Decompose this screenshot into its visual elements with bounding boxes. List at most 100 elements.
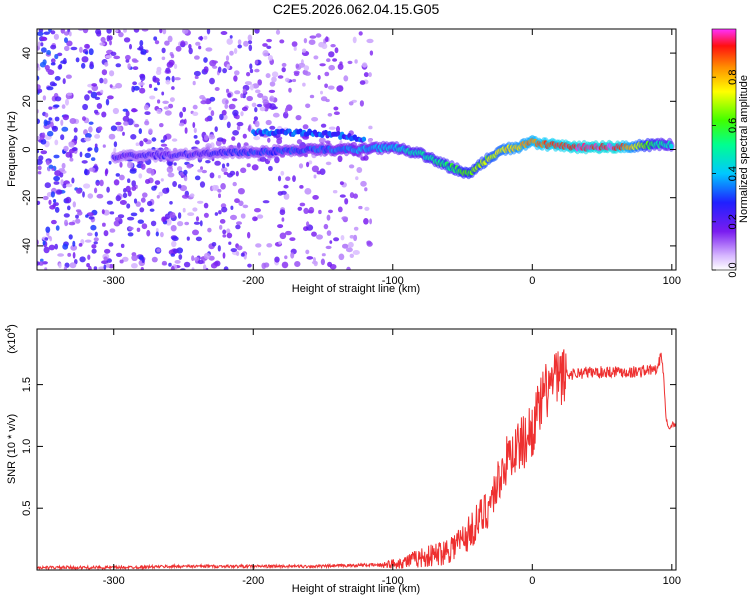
noise-speck [131,180,136,187]
noise-speck [267,55,273,61]
noise-speck [122,115,130,122]
noise-speck [62,78,66,85]
noise-speck [366,38,374,44]
noise-speck [235,224,241,230]
noise-speck [269,125,276,130]
noise-speck [195,41,201,46]
snr-xtick-label: -200 [242,575,264,587]
colorbar-tick-label: 0.8 [727,70,739,85]
noise-speck [342,243,349,249]
noise-speck [129,169,137,174]
noise-speck [246,163,251,168]
noise-speck [203,35,208,40]
noise-speck [75,209,82,213]
noise-speck [254,89,261,94]
noise-speck [328,64,336,71]
noise-speck [53,104,60,108]
noise-speck [336,85,344,92]
noise-speck [106,29,112,34]
noise-speck [54,206,60,213]
noise-speck [320,90,323,95]
noise-speck [160,143,168,147]
noise-speck [227,92,232,98]
noise-speck [46,160,50,166]
noise-speck [104,62,109,67]
noise-speck [192,80,196,86]
noise-speck [37,149,40,154]
noise-speck [221,167,228,173]
noise-speck [94,134,101,139]
noise-speck [101,69,108,76]
noise-speck [182,106,187,113]
noise-speck [313,174,317,179]
noise-speck [308,160,313,165]
noise-speck [84,239,92,243]
noise-speck [229,50,234,56]
noise-speck [292,175,296,183]
noise-speck [137,219,144,224]
noise-speck [315,33,322,38]
noise-speck [251,164,259,171]
colorbar-tick-label: 0.6 [727,118,739,133]
noise-speck [246,95,253,102]
noise-speck [62,243,69,250]
noise-speck [200,166,203,171]
noise-speck [259,106,266,112]
noise-speck [108,242,114,247]
noise-speck [147,200,153,207]
noise-speck [363,155,369,161]
noise-speck [142,192,148,198]
noise-speck [68,31,72,37]
noise-speck [345,247,353,253]
noise-speck [171,236,179,242]
noise-speck [236,125,241,131]
noise-speck [308,39,316,45]
noise-speck [223,266,229,270]
noise-speck [240,252,245,257]
noise-speck [94,231,98,237]
noise-speck [87,90,93,94]
noise-speck [165,67,171,74]
noise-speck [258,252,261,256]
noise-speck [154,40,160,45]
spectrogram-xtick-label: 0 [529,275,535,287]
snr-ytick-label: 1.0 [21,439,33,454]
noise-speck [46,86,54,91]
noise-speck [203,66,209,73]
noise-speck [339,194,346,198]
noise-speck [281,62,287,67]
noise-speck [71,177,75,184]
noise-speck [41,47,47,53]
noise-speck [204,117,210,122]
noise-speck [79,256,86,263]
noise-speck [318,137,326,144]
noise-speck [352,250,360,255]
noise-speck [267,137,271,143]
noise-speck [164,110,172,116]
noise-speck [125,54,131,61]
noise-speck [110,51,117,56]
noise-speck [226,162,230,167]
noise-speck [265,73,271,79]
noise-speck [249,68,254,74]
noise-speck [133,29,140,33]
noise-speck [252,83,260,89]
noise-speck [119,259,124,264]
noise-speck [135,201,141,207]
noise-speck [332,190,338,194]
noise-speck [62,183,67,189]
spectrogram-ytick-label: -20 [21,190,33,206]
noise-speck [49,236,53,242]
noise-speck [262,99,269,105]
noise-speck [157,81,160,86]
noise-speck [352,36,357,44]
noise-speck [163,106,170,110]
noise-speck [110,125,117,132]
noise-speck [72,240,76,247]
snr-multiplier-label: (x104) [4,324,18,354]
noise-speck [156,248,161,253]
snr-series-line [37,349,676,570]
noise-speck [311,165,319,173]
noise-speck [101,260,109,265]
noise-speck [44,267,48,270]
